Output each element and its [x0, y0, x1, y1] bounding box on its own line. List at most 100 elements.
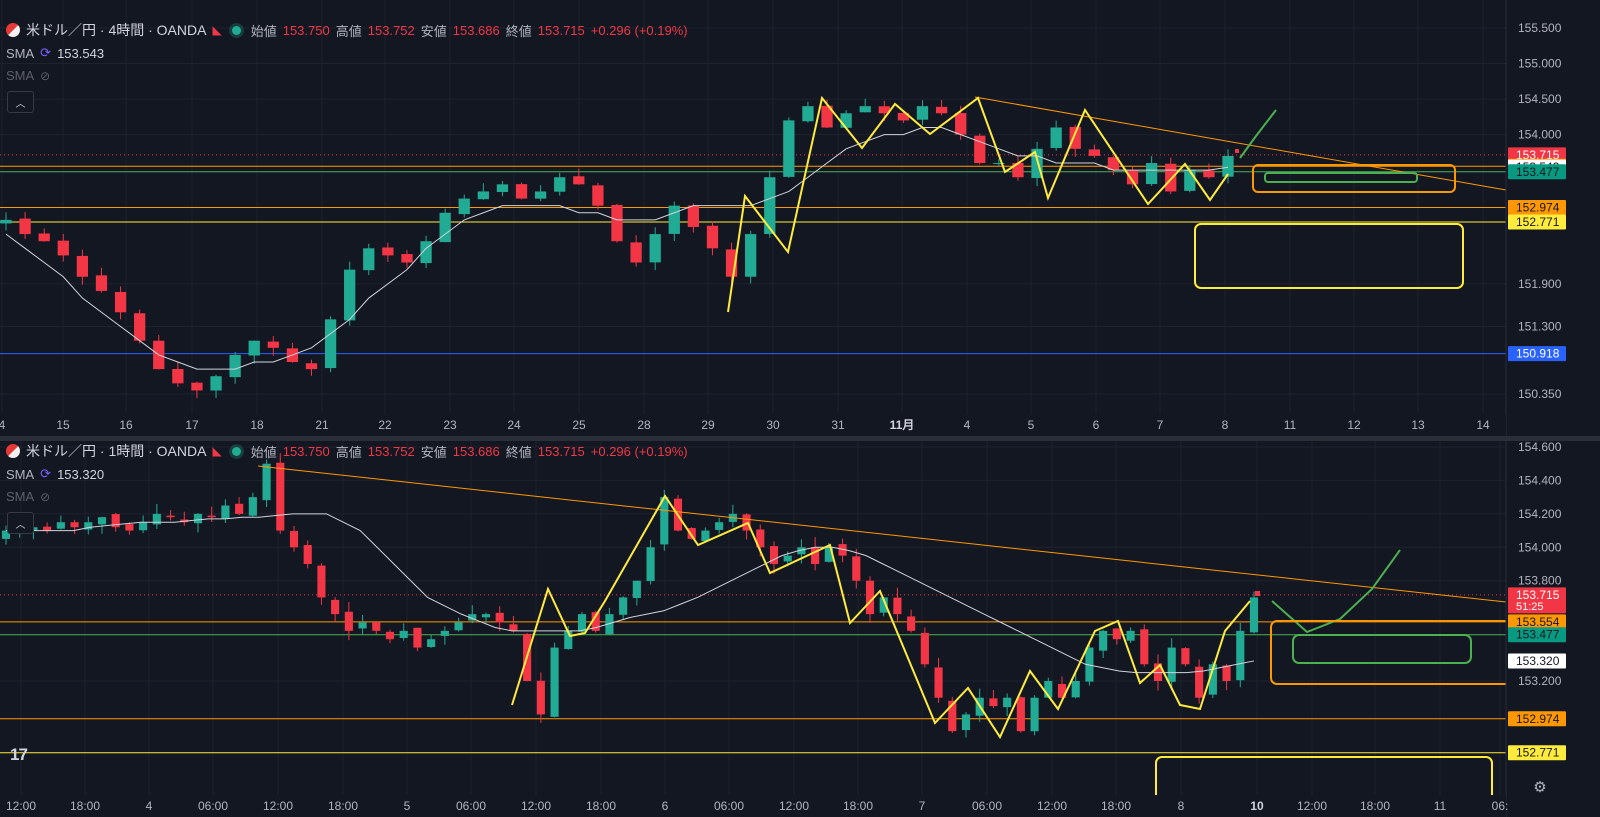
tradingview-logo-icon[interactable]: 17: [10, 745, 28, 764]
sma-name: SMA: [6, 45, 35, 61]
price-label-box: [1508, 745, 1566, 761]
candle: [1012, 162, 1024, 178]
flag-icon[interactable]: ◣: [212, 23, 222, 37]
chart-pane-4h[interactable]: 155.500 155.000 154.500 154.000 151.900 151.3…: [0, 0, 1600, 436]
time-tick-label: 31: [831, 418, 845, 432]
pane-separator[interactable]: [0, 436, 1600, 441]
candle: [97, 517, 107, 525]
time-tick-label: 18:00: [1101, 799, 1131, 813]
chart-pane-1h[interactable]: 154.600 154.400 154.200 154.000 153.800 153.2…: [0, 441, 1600, 817]
projection-drawing: [1271, 549, 1401, 634]
candle: [948, 700, 957, 732]
price-label: 153.715: [1516, 148, 1560, 162]
candle: [496, 184, 509, 192]
candle: [1222, 665, 1231, 681]
time-tick-label: 06:00: [714, 799, 744, 813]
time-tick-label: 13: [1411, 418, 1425, 432]
candle: [458, 198, 470, 215]
candle: [591, 612, 600, 631]
market-open-icon: [231, 25, 241, 35]
chart-canvas-1h[interactable]: 154.600 154.400 154.200 154.000 153.800 153.2…: [0, 441, 1600, 817]
symbol-title[interactable]: 米ドル／円 · 4時間 · OANDA: [26, 22, 207, 38]
price-tick-label: 154.000: [1518, 128, 1562, 142]
refresh-icon[interactable]: ⟳: [40, 466, 52, 481]
sma-legend-1[interactable]: SMA ⟳ 153.543: [6, 45, 104, 61]
sma-legend-1[interactable]: SMA ⟳ 153.320: [6, 466, 104, 482]
candle: [934, 667, 943, 698]
candle: [210, 376, 222, 391]
candle: [1165, 163, 1177, 192]
candle: [632, 580, 641, 598]
time-tick-label: 06:: [1492, 799, 1509, 813]
candle: [701, 530, 710, 542]
candle: [114, 291, 127, 313]
time-tick-label: 7: [1157, 418, 1164, 432]
candle: [262, 463, 271, 501]
candle: [1203, 170, 1215, 178]
candle: [534, 191, 547, 199]
time-tick-label: 4: [0, 418, 6, 432]
gear-icon[interactable]: ⚙: [1533, 779, 1547, 796]
collapse-legend-button[interactable]: ︿: [7, 91, 34, 113]
candle: [56, 522, 65, 529]
refresh-icon[interactable]: ⟳: [40, 45, 52, 60]
candle: [660, 497, 669, 545]
candle: [878, 106, 890, 114]
candle: [0, 219, 12, 224]
candle: [564, 630, 573, 650]
time-tick-label: 8: [1222, 418, 1229, 432]
candle: [399, 630, 408, 638]
low-label: 安値: [420, 23, 447, 39]
candle: [152, 513, 161, 525]
time-tick-label: 18:00: [328, 799, 358, 813]
price-tick-label: 151.900: [1518, 277, 1562, 291]
candle: [797, 547, 806, 555]
candle: [802, 106, 814, 122]
price-label: 152.771: [1516, 215, 1560, 229]
eye-off-icon[interactable]: ⊘: [40, 68, 51, 83]
time-tick-label: 06:00: [972, 799, 1002, 813]
zigzag-drawing: [727, 95, 1229, 313]
price-label: 153.554: [1516, 615, 1560, 629]
price-label-box: [1508, 627, 1566, 643]
countdown-label: 51:25: [1516, 601, 1544, 613]
candle: [372, 622, 381, 631]
candle: [840, 113, 852, 128]
candle: [1222, 155, 1234, 177]
chart-canvas-4h[interactable]: 155.500 155.000 154.500 154.000 151.900 151.3…: [0, 0, 1600, 436]
flag-icon[interactable]: ◣: [212, 444, 222, 458]
candle: [961, 714, 971, 731]
candle: [420, 241, 432, 264]
usdjpy-flag-icon: [6, 23, 20, 37]
candle: [649, 234, 661, 263]
collapse-legend-button[interactable]: ︿: [7, 512, 34, 534]
candle: [1249, 597, 1259, 633]
time-tick-label: 5: [404, 799, 411, 813]
candle: [191, 382, 203, 391]
candle: [920, 632, 929, 665]
candle: [1044, 681, 1053, 698]
candle: [172, 368, 184, 384]
symbol-legend-4h[interactable]: 米ドル／円 · 4時間 · OANDA ◣ 始値 153.750 高値 153.75…: [6, 20, 688, 40]
price-label-box: [1508, 200, 1566, 216]
eye-off-icon[interactable]: ⊘: [40, 489, 51, 504]
candle: [84, 522, 93, 530]
sma-name: SMA: [6, 68, 35, 83]
candle: [1126, 630, 1135, 641]
low-value: 153.686: [452, 443, 500, 459]
price-label-box: [1508, 214, 1566, 230]
sma-legend-2[interactable]: SMA ⊘: [6, 489, 50, 504]
time-tick-label: 12:00: [6, 799, 36, 813]
candle: [619, 597, 628, 615]
time-tick-label: 21: [315, 418, 329, 432]
symbol-legend-1h[interactable]: 米ドル／円 · 1時間 · OANDA ◣ 始値 153.750 高値 153.75…: [6, 441, 688, 461]
candle: [76, 255, 89, 277]
candle: [611, 204, 623, 242]
candle: [509, 624, 518, 631]
close-label: 終値: [505, 23, 532, 39]
close-value: 153.715: [537, 22, 585, 38]
green-zone-box: [1292, 634, 1472, 664]
symbol-title[interactable]: 米ドル／円 · 1時間 · OANDA: [26, 443, 207, 459]
sma-legend-2[interactable]: SMA ⊘: [6, 68, 50, 83]
time-tick-label: 12:00: [1297, 799, 1327, 813]
